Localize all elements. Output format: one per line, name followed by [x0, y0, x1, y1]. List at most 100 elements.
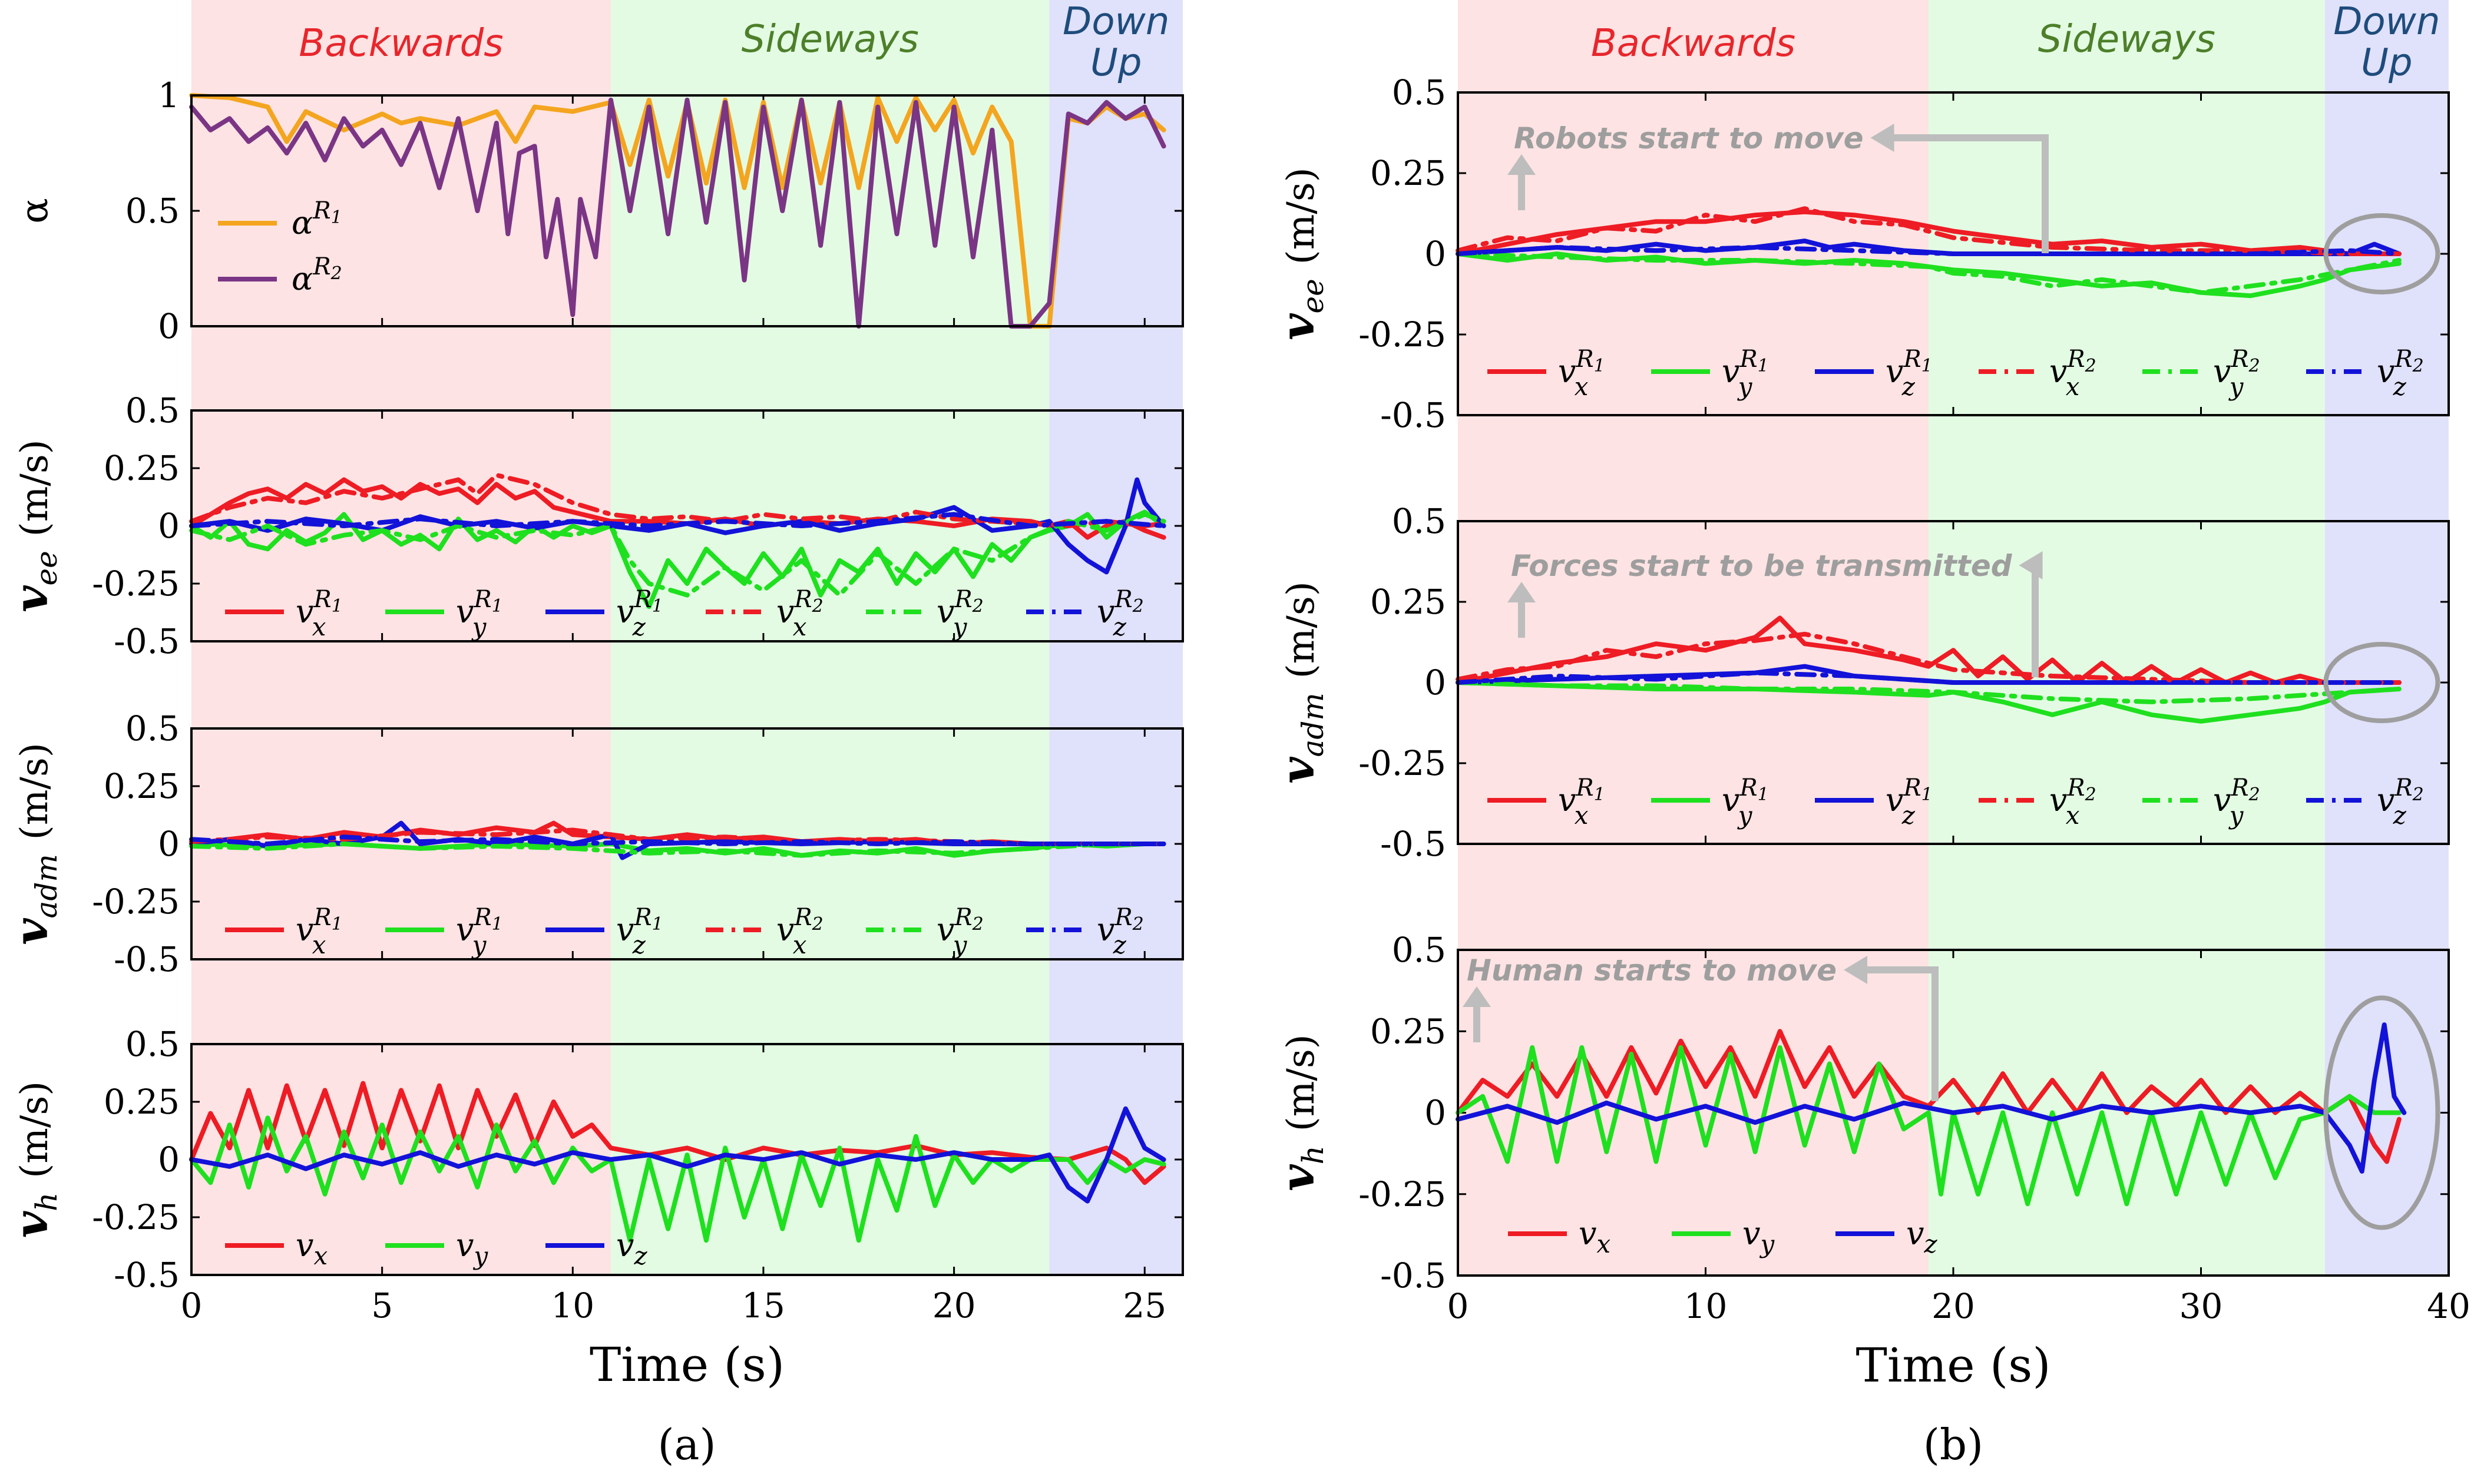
series-line-v_x — [189, 1081, 1166, 1185]
legend-label: vz — [1906, 1215, 1938, 1258]
annotation-arrowhead-left — [1844, 956, 1868, 984]
legend-label: vR1 y — [456, 904, 503, 959]
y-tick-label: -0.5 — [114, 1255, 180, 1295]
series-line-v_y-R2 — [1456, 251, 2402, 295]
legend-label: vR1 x — [1558, 774, 1605, 830]
plot-frame — [1457, 520, 2450, 845]
x-tick-label: 10 — [551, 1286, 594, 1326]
series-line-v_z-R2 — [1456, 670, 2402, 685]
y-tick-label: 0.5 — [125, 708, 180, 748]
y-tick-label: 0.25 — [104, 448, 180, 488]
y-tick-label: -0.5 — [1380, 1256, 1446, 1296]
legend-label: vR2 x — [776, 586, 823, 641]
y-tick-label: 0 — [158, 306, 180, 346]
y-tick-label: -0.25 — [1358, 743, 1446, 783]
x-axis-label: Time (s) — [1856, 1338, 2050, 1393]
legend-label: vR2 y — [2213, 774, 2260, 830]
plot-frame — [1457, 949, 2450, 1277]
legend-label: vR2 x — [2049, 774, 2096, 830]
legend-label: vR2 y — [937, 586, 984, 641]
y-tick-label: 0 — [1424, 662, 1446, 703]
series-line-v_x — [1456, 1029, 2402, 1164]
highlight-ellipse — [2323, 995, 2440, 1230]
series-line-v_y — [1456, 1045, 2402, 1207]
annotation-human-start: Human starts to move — [1467, 953, 1837, 988]
y-tick-label: 0 — [158, 1140, 180, 1180]
annotation-arrow-elbow — [2032, 562, 2039, 677]
phase-title-up-b: Up — [2361, 41, 2412, 85]
y-tick-label: 0.5 — [125, 390, 180, 430]
y-tick-label: -0.25 — [92, 882, 180, 922]
y-tick-label: 0.25 — [1370, 1011, 1446, 1051]
series-line--R1 — [189, 93, 1166, 329]
y-tick-label: -0.25 — [92, 564, 180, 604]
series-line-v_x-R1 — [1456, 615, 2402, 685]
y-axis-label-text: vee(m/s) — [5, 439, 64, 612]
y-axis-label-text: vee(m/s) — [1271, 167, 1330, 340]
y-axis-label-text: α — [13, 198, 57, 223]
series-line-v_z — [189, 1106, 1166, 1204]
legend-label: vx — [296, 1227, 328, 1270]
y-tick-label: -0.25 — [1358, 314, 1446, 355]
series-line-v_y-R2 — [1456, 680, 2402, 704]
y-tick-label: 0.25 — [1370, 582, 1446, 622]
y-tick-label: 0.5 — [1392, 501, 1446, 541]
x-axis-label: Time (s) — [590, 1337, 785, 1392]
annotation-arrowhead-up — [1463, 986, 1491, 1007]
legend-label: vR2 x — [776, 904, 823, 959]
x-tick-label: 20 — [932, 1286, 976, 1326]
legend-label: vR2 y — [937, 904, 984, 959]
y-axis-label-text: vh(m/s) — [5, 1081, 64, 1238]
series-line-v_z-R2 — [189, 834, 1166, 846]
legend-label: vR2 z — [2377, 774, 2424, 830]
phase-band-2 — [1049, 0, 1183, 1276]
legend-label: vR2 x — [2049, 346, 2096, 401]
legend-label: vR2 z — [2377, 346, 2424, 401]
series-line-v_x-R2 — [189, 472, 1166, 528]
x-tick-label: 30 — [2179, 1286, 2223, 1326]
phase-band-1 — [1928, 0, 2325, 1276]
phase-title-sideways-b: Sideways — [2038, 18, 2215, 61]
legend-label: vR1 z — [1886, 346, 1933, 401]
y-axis-label-text: vadm(m/s) — [5, 743, 64, 945]
chart-b1: 0.5 0.25 0 -0.25 -0.5 vR1 x vR1 y vR1 z vR2 x vR2 y vR2… — [1358, 72, 2450, 435]
series-line-v_z-R2 — [189, 512, 1166, 528]
legend-label: vy — [456, 1227, 489, 1270]
y-tick-label: -0.5 — [114, 621, 180, 661]
series-line-v_y-R2 — [189, 842, 1166, 858]
legend-label: vR1 z — [1886, 774, 1933, 830]
x-tick-label: 20 — [1931, 1286, 1975, 1326]
legend-label: αR1 — [292, 197, 342, 241]
y-axis-label: vadm(m/s) — [1271, 581, 1330, 784]
y-tick-label: 0.5 — [125, 1024, 180, 1064]
annotation-arrowhead-left — [1870, 124, 1894, 152]
y-axis-label: vh(m/s) — [5, 1081, 64, 1238]
x-tick-label: 15 — [742, 1286, 785, 1326]
legend-label: αR2 — [292, 253, 342, 297]
legend-label: vR1 x — [296, 904, 343, 959]
series-line--R2 — [189, 97, 1166, 329]
x-tick-label: 10 — [1684, 1286, 1728, 1326]
legend-label: vR2 z — [1097, 904, 1144, 959]
x-tick-label: 0 — [181, 1286, 203, 1326]
y-axis-label: vee(m/s) — [1271, 167, 1330, 340]
x-tick-label: 5 — [371, 1286, 393, 1326]
chart-a2: 0.5 0.25 0 -0.25 -0.5 vR1 x vR1 y vR1 z vR2 x vR2 y vR2… — [92, 390, 1184, 661]
y-axis-label-text: vh(m/s) — [1271, 1034, 1330, 1191]
highlight-ellipse — [2323, 213, 2440, 294]
legend-label: vR1 y — [1722, 774, 1769, 830]
plot-frame — [1457, 91, 2450, 416]
legend-label: vx — [1579, 1215, 1611, 1258]
chart-b2: 0.5 0.25 0 -0.25 -0.5 vR1 x vR1 y vR1 z vR2 x vR2 y vR2… — [1358, 501, 2450, 864]
highlight-ellipse — [2323, 642, 2440, 723]
chart-a1: 1 0.5 0 αR1 αR2 — [125, 75, 1184, 346]
y-tick-label: 0 — [158, 506, 180, 546]
legend-label: vR1 z — [616, 586, 663, 641]
phase-title-backwards-a: Backwards — [299, 22, 503, 65]
plot-frame — [190, 409, 1184, 642]
y-axis-label: vadm(m/s) — [5, 743, 64, 945]
series-line-v_x-R2 — [1456, 206, 2402, 256]
y-tick-label: -0.5 — [1380, 824, 1446, 864]
annotation-forces-start: Forces start to be transmitted — [1511, 549, 2013, 583]
